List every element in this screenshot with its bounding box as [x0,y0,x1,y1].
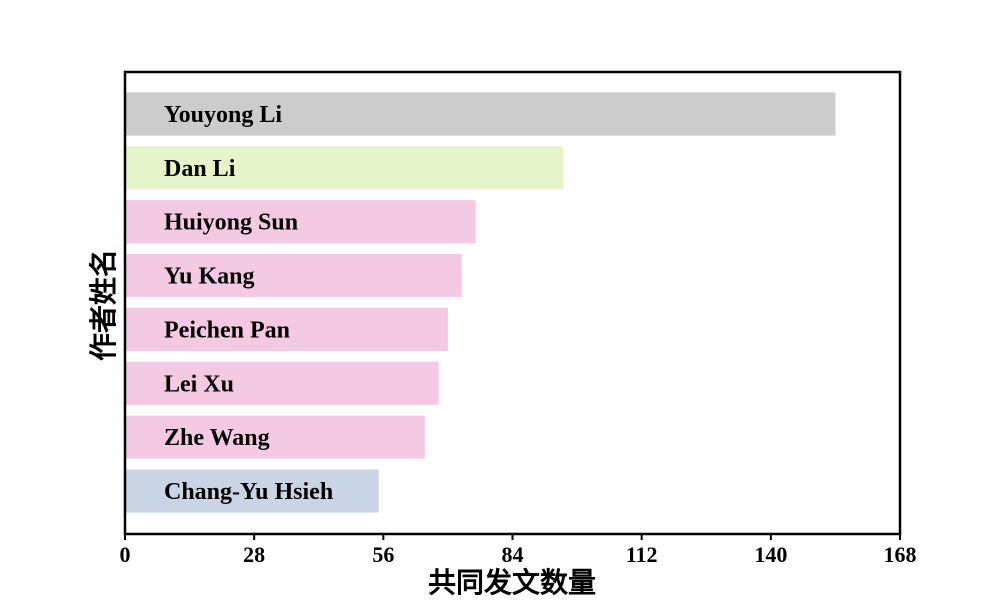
bar-label: Chang-Yu Hsieh [164,479,333,505]
bar [126,415,425,459]
bar-label: Lei Xu [164,371,234,397]
y-axis-title: 作者姓名 [87,249,120,361]
bar [126,307,448,351]
x-tick-label: 56 [372,542,394,567]
bar [126,200,476,244]
x-tick-label: 168 [884,542,917,567]
bar-label: Huiyong Sun [164,210,298,236]
bar-label: Youyong Li [164,102,282,128]
x-tick-label: 0 [120,542,131,567]
bar-labels-group: Youyong Li Dan Li Huiyong Sun Yu Kang Peiche… [164,102,333,505]
bars-group [126,92,836,513]
x-tick-label: 140 [754,542,787,567]
bar [126,361,439,405]
x-tick-label: 28 [243,542,265,567]
x-tick-label: 84 [502,542,524,567]
bar-label: Zhe Wang [164,425,270,451]
bar-label: Peichen Pan [164,317,290,343]
x-axis-title: 共同发文数量 [428,566,596,599]
x-axis-ticks: 0 28 56 84 112 140 168 [120,534,917,567]
bar [126,469,379,513]
bar-label: Dan Li [164,156,236,182]
x-tick-label: 112 [626,542,658,567]
bar [126,254,462,298]
bar [126,92,836,136]
bar [126,146,564,190]
plot-frame [123,70,902,536]
bar-label: Yu Kang [164,264,255,290]
